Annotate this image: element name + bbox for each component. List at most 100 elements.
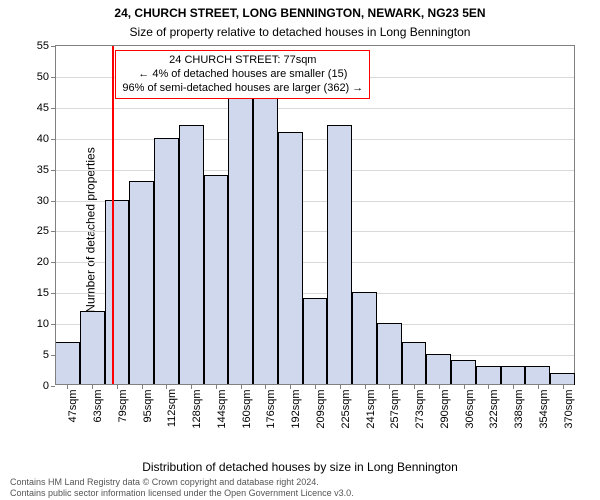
xtick-label: 290sqm: [439, 389, 451, 428]
histogram-bar: [451, 360, 476, 385]
histogram-bar: [80, 311, 105, 385]
title-main: 24, CHURCH STREET, LONG BENNINGTON, NEWA…: [0, 6, 600, 20]
ytick-mark: [51, 355, 55, 356]
attribution-line: Contains HM Land Registry data © Crown c…: [10, 477, 590, 487]
histogram-bar: [253, 70, 278, 385]
ytick-mark: [51, 139, 55, 140]
xtick-mark: [414, 385, 415, 389]
ytick-mark: [51, 108, 55, 109]
histogram-bar: [179, 125, 204, 385]
ytick-mark: [51, 231, 55, 232]
annotation-line: 24 CHURCH STREET: 77sqm: [122, 54, 363, 68]
ytick-label: 15: [37, 287, 49, 299]
x-axis-label: Distribution of detached houses by size …: [0, 460, 600, 474]
xtick-label: 176sqm: [265, 389, 277, 428]
ytick-label: 0: [43, 380, 49, 392]
ytick-label: 25: [37, 225, 49, 237]
xtick-mark: [92, 385, 93, 389]
gridline: [55, 170, 574, 171]
xtick-mark: [439, 385, 440, 389]
histogram-bar: [402, 342, 427, 385]
annotation-line: 96% of semi-detached houses are larger (…: [122, 82, 363, 96]
gridline: [55, 108, 574, 109]
ytick-label: 50: [37, 71, 49, 83]
annotation-box: 24 CHURCH STREET: 77sqm← 4% of detached …: [115, 50, 370, 99]
histogram-bar: [278, 132, 303, 385]
histogram-bar: [303, 298, 328, 385]
histogram-bar: [327, 125, 352, 385]
histogram-bar: [204, 175, 229, 385]
plot-inner: 24 CHURCH STREET: 77sqm← 4% of detached …: [55, 46, 574, 385]
plot-area: 24 CHURCH STREET: 77sqm← 4% of detached …: [55, 45, 575, 385]
xtick-mark: [216, 385, 217, 389]
xtick-label: 306sqm: [464, 389, 476, 428]
xtick-mark: [191, 385, 192, 389]
histogram-bar: [476, 366, 501, 385]
ytick-label: 5: [43, 349, 49, 361]
xtick-label: 354sqm: [538, 389, 550, 428]
xtick-label: 370sqm: [563, 389, 575, 428]
xtick-label: 209sqm: [315, 389, 327, 428]
xtick-label: 192sqm: [290, 389, 302, 428]
xtick-mark: [340, 385, 341, 389]
ytick-label: 40: [37, 133, 49, 145]
xtick-label: 322sqm: [488, 389, 500, 428]
ytick-mark: [51, 170, 55, 171]
xtick-mark: [513, 385, 514, 389]
annotation-line: ← 4% of detached houses are smaller (15): [122, 68, 363, 82]
xtick-label: 144sqm: [216, 389, 228, 428]
histogram-bar: [105, 200, 130, 385]
xtick-mark: [538, 385, 539, 389]
ytick-mark: [51, 46, 55, 47]
attribution: Contains HM Land Registry data © Crown c…: [10, 477, 590, 498]
ytick-label: 10: [37, 318, 49, 330]
xtick-label: 338sqm: [513, 389, 525, 428]
xtick-label: 273sqm: [414, 389, 426, 428]
xtick-label: 241sqm: [365, 389, 377, 428]
ytick-label: 45: [37, 102, 49, 114]
ytick-mark: [51, 201, 55, 202]
xtick-mark: [464, 385, 465, 389]
histogram-bar: [352, 292, 377, 385]
chart-container: 24, CHURCH STREET, LONG BENNINGTON, NEWA…: [0, 0, 600, 500]
histogram-bar: [525, 366, 550, 385]
xtick-label: 112sqm: [166, 389, 178, 427]
histogram-bar: [228, 88, 253, 385]
ytick-mark: [51, 262, 55, 263]
ytick-mark: [51, 293, 55, 294]
y-axis-line: [55, 46, 56, 385]
xtick-mark: [389, 385, 390, 389]
xtick-mark: [365, 385, 366, 389]
histogram-bar: [426, 354, 451, 385]
ytick-mark: [51, 386, 55, 387]
xtick-mark: [265, 385, 266, 389]
xtick-label: 47sqm: [67, 389, 79, 422]
xtick-mark: [241, 385, 242, 389]
xtick-label: 160sqm: [241, 389, 253, 428]
histogram-bar: [129, 181, 154, 385]
histogram-bar: [501, 366, 526, 385]
xtick-label: 63sqm: [92, 389, 104, 422]
xtick-label: 225sqm: [340, 389, 352, 428]
ytick-label: 35: [37, 164, 49, 176]
xtick-mark: [315, 385, 316, 389]
xtick-mark: [563, 385, 564, 389]
xtick-label: 95sqm: [142, 389, 154, 422]
attribution-line: Contains public sector information licen…: [10, 488, 590, 498]
xtick-mark: [290, 385, 291, 389]
histogram-bar: [55, 342, 80, 385]
xtick-mark: [67, 385, 68, 389]
xtick-label: 257sqm: [389, 389, 401, 428]
xtick-mark: [142, 385, 143, 389]
title-sub: Size of property relative to detached ho…: [0, 25, 600, 39]
ytick-label: 20: [37, 256, 49, 268]
gridline: [55, 139, 574, 140]
reference-line: [112, 46, 114, 385]
xtick-mark: [117, 385, 118, 389]
histogram-bar: [377, 323, 402, 385]
ytick-label: 55: [37, 40, 49, 52]
xtick-mark: [488, 385, 489, 389]
ytick-mark: [51, 324, 55, 325]
histogram-bar: [154, 138, 179, 385]
xtick-label: 79sqm: [117, 389, 129, 422]
